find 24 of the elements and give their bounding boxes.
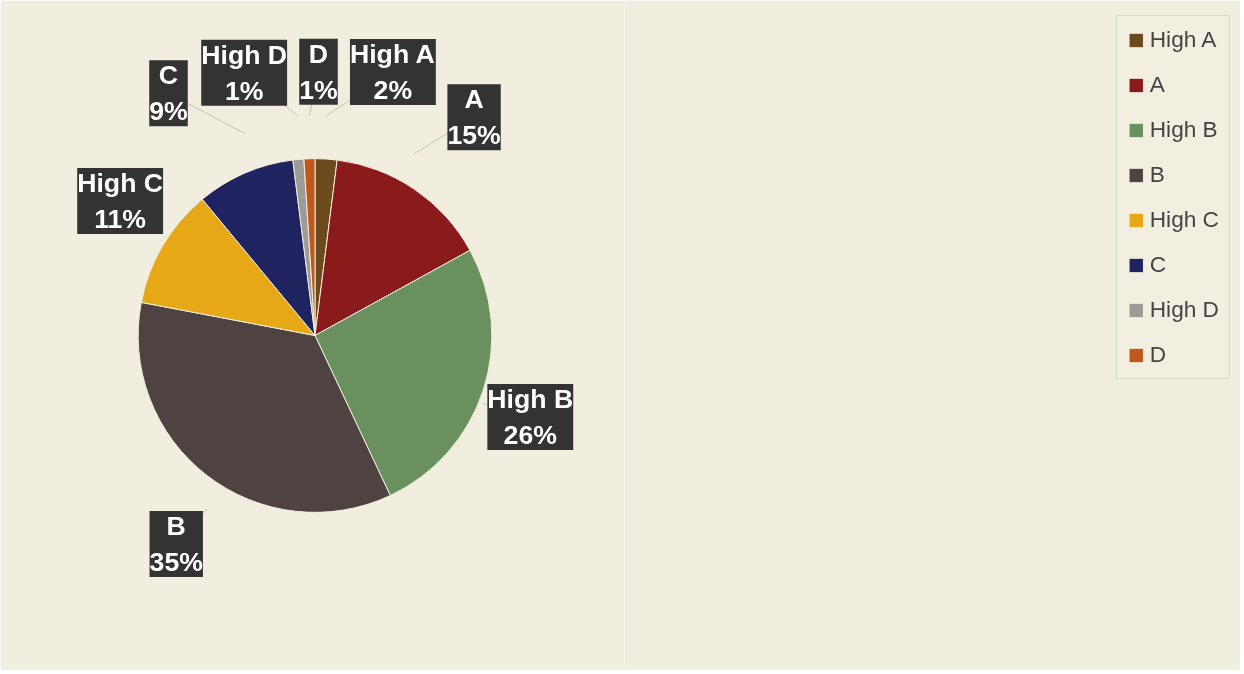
legend-label: High D <box>1149 296 1219 323</box>
data-label: 26% <box>503 420 557 451</box>
data-label: 15% <box>447 120 501 151</box>
legend-label: B <box>1149 161 1166 188</box>
slice-label: High B <box>487 384 574 415</box>
legend-label: D <box>1149 341 1168 368</box>
slice-label: C <box>158 60 179 91</box>
data-label: 1% <box>299 74 338 105</box>
slice-label: High C <box>77 168 164 199</box>
data-label: 35% <box>149 547 203 578</box>
data-label: 9% <box>149 96 188 127</box>
legend-label: C <box>1149 251 1168 278</box>
slice-label: A <box>464 84 484 115</box>
legend-label: A <box>1149 71 1166 98</box>
data-label: 2% <box>373 75 413 106</box>
slice-label: B <box>166 511 186 542</box>
data-label: 11% <box>94 204 147 235</box>
legend-label: High A <box>1149 26 1217 53</box>
slice-label: High D <box>201 39 288 70</box>
data-label: 1% <box>224 75 264 106</box>
legend-label: High B <box>1149 116 1218 143</box>
slice-label: D <box>308 38 329 69</box>
slice-label: High A <box>349 39 435 70</box>
legend-label: High C <box>1149 206 1219 233</box>
